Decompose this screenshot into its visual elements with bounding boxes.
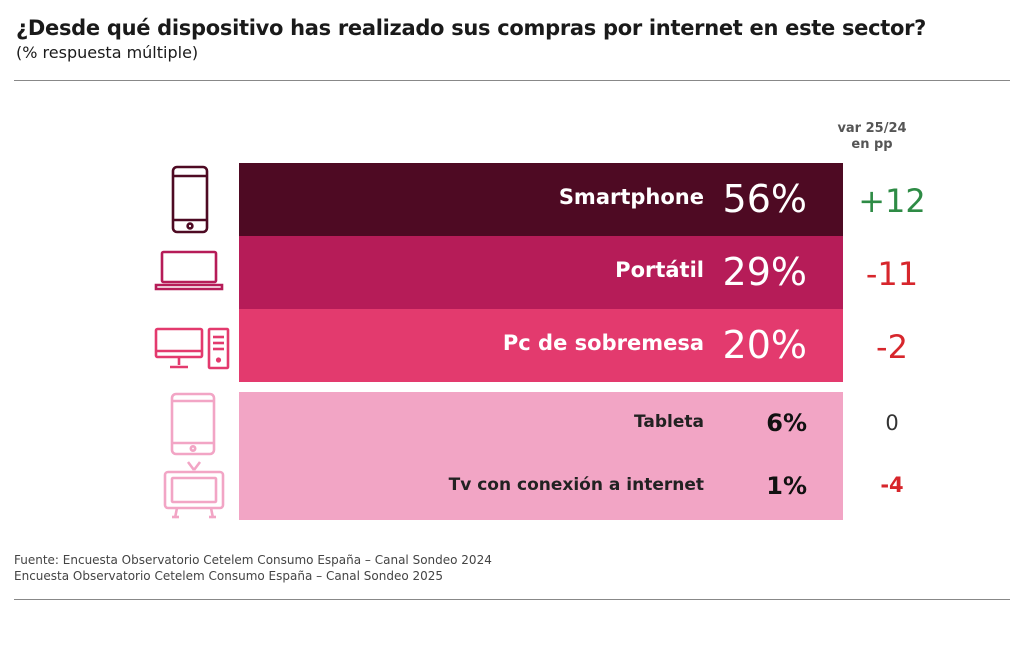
value-label: 20% bbox=[722, 323, 807, 367]
row-pc-sobremesa: Pc de sobremesa 20% bbox=[239, 309, 843, 382]
category-label: Smartphone bbox=[558, 185, 704, 209]
tablet-icon bbox=[170, 392, 216, 456]
variation-header-line-1: var 25/24 bbox=[837, 121, 907, 136]
row-tableta: Tableta 6% bbox=[239, 392, 843, 456]
category-label: Pc de sobremesa bbox=[502, 331, 704, 355]
variation-header-line-2: en pp bbox=[851, 137, 893, 152]
laptop-icon bbox=[154, 250, 224, 291]
smartphone-icon bbox=[171, 165, 209, 234]
variation-value: +12 bbox=[858, 182, 926, 220]
bar-portatil bbox=[239, 236, 843, 309]
chart-title: ¿Desde qué dispositivo has realizado sus… bbox=[16, 16, 927, 40]
bar-smartphone bbox=[239, 163, 843, 236]
source-line-1: Fuente: Encuesta Observatorio Cetelem Co… bbox=[14, 553, 492, 567]
value-label: 56% bbox=[722, 177, 807, 221]
bottom-divider bbox=[14, 599, 1010, 600]
variation-value: -2 bbox=[876, 328, 908, 366]
variation-value: 0 bbox=[885, 411, 899, 435]
variation-header: var 25/24 en pp bbox=[830, 121, 914, 153]
bar-pc-sobremesa bbox=[239, 309, 843, 382]
value-label: 29% bbox=[722, 250, 807, 294]
top-divider bbox=[14, 80, 1010, 81]
category-label: Tableta bbox=[633, 412, 704, 432]
variation-value: -11 bbox=[865, 255, 919, 293]
source-line-2: Encuesta Observatorio Cetelem Consumo Es… bbox=[14, 569, 444, 583]
row-portatil: Portátil 29% bbox=[239, 236, 843, 309]
tv-icon bbox=[163, 461, 225, 519]
chart-subtitle: (% respuesta múltiple) bbox=[16, 43, 199, 62]
variation-value: -4 bbox=[880, 473, 904, 497]
value-label: 1% bbox=[766, 472, 807, 500]
row-smartphone: Smartphone 56% bbox=[239, 163, 843, 236]
source-note: Fuente: Encuesta Observatorio Cetelem Co… bbox=[14, 552, 492, 584]
value-label: 6% bbox=[766, 409, 807, 437]
desktop-pc-icon bbox=[154, 327, 230, 370]
category-label: Tv con conexión a internet bbox=[448, 475, 704, 495]
category-label: Portátil bbox=[615, 258, 704, 282]
row-tv: Tv con conexión a internet 1% bbox=[239, 456, 843, 520]
light-bar-background bbox=[239, 392, 843, 520]
